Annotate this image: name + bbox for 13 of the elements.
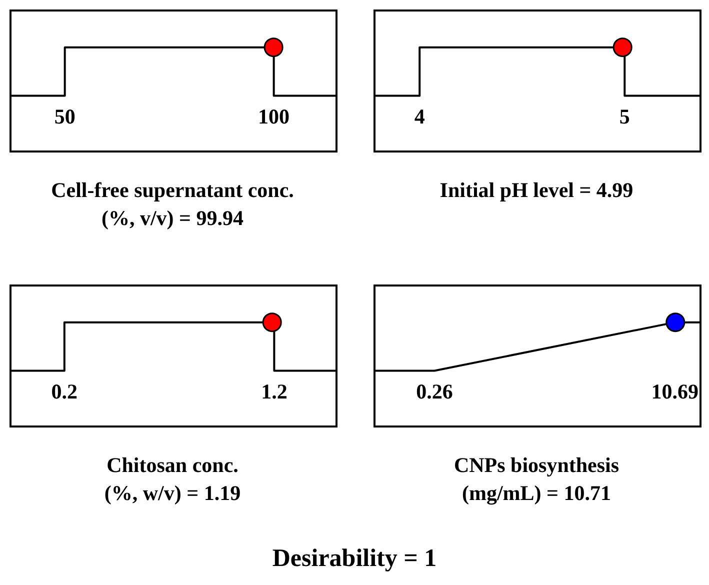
- x-tick-label: 4: [414, 104, 426, 129]
- text: Desirability = 1: [271, 545, 438, 573]
- x-tick-label: 5: [619, 104, 630, 129]
- x-tick-label: 50: [54, 104, 76, 129]
- x-axis-title: Initial pH level = 4.99: [438, 177, 634, 204]
- x-axis-title: Cell-free supernatant conc. (%, v/v) = 99.94: [50, 177, 295, 232]
- x-tick-label: 0.26: [416, 380, 453, 404]
- x-axis-title: CNPs biosynthesis (mg/mL) = 10.71: [452, 452, 620, 507]
- x-tick-label: 0.2: [51, 380, 78, 404]
- x-tick-label: 1.2: [261, 380, 288, 404]
- x-axis-title: Chitosan conc. (%, w/v) = 1.19: [103, 452, 242, 507]
- x-tick-label: 10.69: [651, 380, 699, 404]
- x-tick-label: 100: [258, 104, 290, 129]
